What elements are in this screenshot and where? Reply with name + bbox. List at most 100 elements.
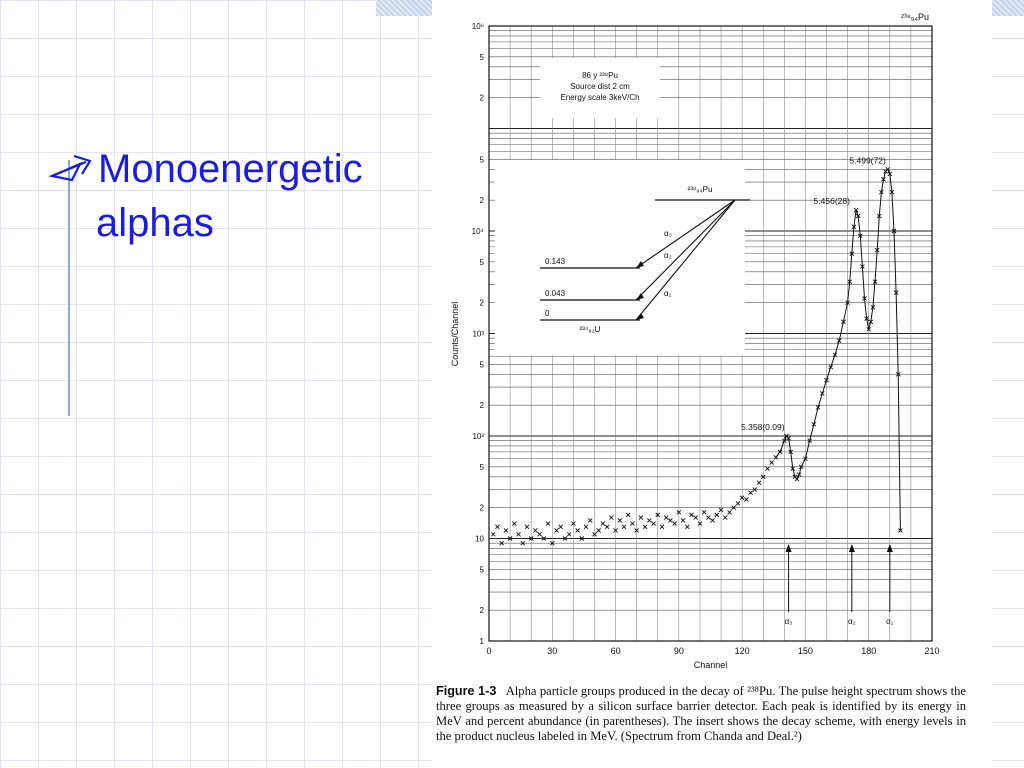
data-point [714,512,720,518]
data-point [866,326,872,332]
data-point [651,521,656,526]
x-tick-label: 30 [547,646,557,656]
data-point [853,207,859,213]
y-tick-label: 5 [480,463,485,472]
data-point [860,264,865,269]
data-point [609,515,614,520]
group-arrowhead [785,544,792,552]
transition-arrowhead [636,293,644,300]
data-point [689,512,694,518]
data-point [524,524,530,530]
data-point [634,528,639,533]
data-point [769,460,774,465]
data-point [638,515,644,520]
y-tick-label: 10² [472,432,484,441]
data-point [790,466,796,471]
data-point [824,377,829,383]
data-point [845,300,850,305]
data-point [889,189,895,195]
data-point [739,495,745,501]
data-point [630,521,635,526]
data-point [735,501,741,506]
data-point [701,510,707,515]
transition-label: α₃ [664,229,672,238]
x-tick-label: 120 [735,646,750,656]
y-tick-label: 2 [480,196,485,205]
data-point [503,528,509,533]
data-point [765,466,770,471]
data-point [798,464,804,470]
data-point [782,438,787,444]
daughter-nucleus-label: ²³⁴₉₂U [580,325,601,334]
data-point [828,364,834,370]
data-point [533,528,538,533]
data-point [642,524,648,530]
data-point [575,528,580,533]
data-point [885,166,891,172]
data-point [495,524,500,530]
data-point [604,524,610,530]
data-point [727,510,732,515]
data-point [756,480,762,486]
data-point [731,505,737,510]
data-point [881,176,886,182]
data-point [815,405,821,410]
data-point [549,540,555,546]
data-point [511,521,517,526]
y-tick-label: 2 [480,504,485,513]
data-point [562,536,568,541]
data-point [710,518,715,523]
corner-isotope-label: ²³⁸₉₄Pu [901,12,929,22]
peak-label: 5.499(72) [849,155,886,165]
transition-arrowhead [636,313,644,320]
data-point [672,521,677,526]
transition-arrowhead [636,261,644,268]
data-point [554,528,559,533]
data-point [811,422,817,427]
data-point [668,518,673,523]
data-point [520,540,526,546]
x-tick-label: 150 [798,646,813,656]
data-point [684,524,690,530]
data-point [862,296,867,301]
group-label: α₁ [886,617,894,626]
daughter-level-label: 0.143 [545,257,566,266]
data-point [541,536,547,541]
group-label: α₂ [848,617,856,626]
transition-label: α₂ [664,251,672,260]
daughter-level-label: 0 [545,309,550,318]
data-point [744,497,749,502]
data-point [868,319,874,325]
y-tick-label: 10⁶ [472,22,484,31]
figure-caption: Figure 1-3 Alpha particle groups produce… [436,684,966,744]
x-axis-label: Channel [694,660,728,670]
data-point [680,518,686,523]
data-point [647,518,652,523]
peak-label: 5.358(0.09) [741,422,785,432]
transition-label: α₁ [664,289,672,298]
data-point [558,524,564,530]
data-point [855,213,861,219]
figure-caption-label: Figure 1-3 [436,684,497,698]
group-arrowhead [848,544,855,552]
data-point [895,371,901,377]
data-point [832,352,838,358]
info-box-line: Energy scale 3keV/Ch [560,93,639,102]
figure-caption-text: Alpha particle groups produced in the de… [436,684,966,743]
y-tick-label: 5 [480,360,485,369]
data-point [499,540,504,546]
bullet-text-line1: Monoenergetic [98,147,363,191]
y-tick-label: 2 [480,299,485,308]
data-point [796,472,802,477]
y-tick-label: 2 [480,401,485,410]
x-tick-label: 0 [486,646,491,656]
data-point [537,531,542,537]
data-point [596,528,602,533]
y-tick-label: 2 [480,94,485,103]
data-point [872,279,878,285]
data-point [794,476,800,482]
data-point [836,338,842,344]
info-box-line: 86 y ²³⁸Pu [582,71,618,80]
parent-level-label: ²³⁸₉₄Pu [688,185,713,194]
data-point [870,305,876,310]
